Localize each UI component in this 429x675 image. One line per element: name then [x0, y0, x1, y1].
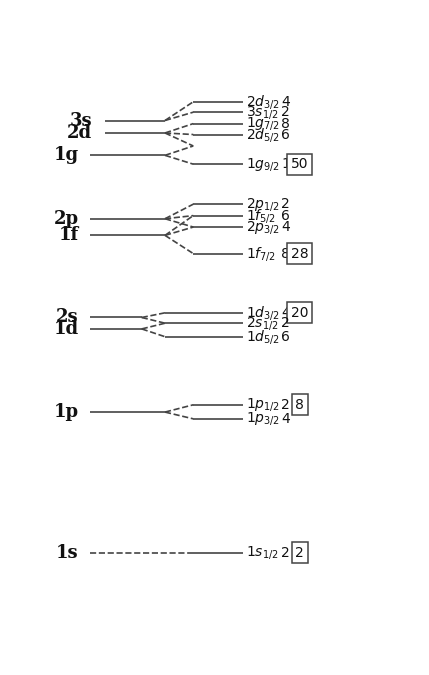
- Text: 1g: 1g: [54, 146, 79, 164]
- Text: 2d: 2d: [67, 124, 92, 142]
- Text: $1f_{7/2}$: $1f_{7/2}$: [246, 244, 277, 263]
- Text: 20: 20: [291, 306, 308, 320]
- Text: 50: 50: [291, 157, 308, 171]
- Text: 2: 2: [281, 105, 290, 119]
- Text: 6: 6: [281, 128, 290, 142]
- Text: $1g_{7/2}$: $1g_{7/2}$: [246, 115, 281, 132]
- Text: 2s: 2s: [56, 308, 79, 327]
- Text: 1s: 1s: [56, 544, 79, 562]
- Text: 2: 2: [281, 197, 290, 211]
- Text: 8: 8: [281, 117, 290, 131]
- Text: 4: 4: [281, 412, 290, 426]
- Text: $2d_{3/2}$: $2d_{3/2}$: [246, 92, 281, 111]
- Text: 8: 8: [281, 246, 290, 261]
- Text: 2p: 2p: [54, 210, 79, 227]
- Text: $1p_{1/2}$: $1p_{1/2}$: [246, 396, 281, 413]
- Text: $2p_{3/2}$: $2p_{3/2}$: [246, 219, 281, 236]
- Text: $1f_{5/2}$: $1f_{5/2}$: [246, 207, 277, 225]
- Text: 1p: 1p: [54, 403, 79, 421]
- Text: $2p_{1/2}$: $2p_{1/2}$: [246, 196, 281, 213]
- Text: $3s_{1/2}$: $3s_{1/2}$: [246, 104, 279, 121]
- Text: 2: 2: [281, 316, 290, 330]
- Text: 3s: 3s: [69, 111, 92, 130]
- Text: 2: 2: [281, 546, 290, 560]
- Text: $1d_{3/2}$: $1d_{3/2}$: [246, 304, 281, 322]
- Text: 6: 6: [281, 209, 290, 223]
- Text: 2: 2: [281, 398, 290, 412]
- Text: 8: 8: [295, 398, 304, 412]
- Text: $2s_{1/2}$: $2s_{1/2}$: [246, 315, 279, 331]
- Text: 4: 4: [281, 220, 290, 234]
- Text: 1d: 1d: [54, 320, 79, 338]
- Text: $1p_{3/2}$: $1p_{3/2}$: [246, 410, 281, 427]
- Text: 6: 6: [281, 329, 290, 344]
- Text: $1d_{5/2}$: $1d_{5/2}$: [246, 328, 281, 346]
- Text: 4: 4: [281, 95, 290, 109]
- Text: 4: 4: [281, 306, 290, 320]
- Text: 1f: 1f: [58, 226, 79, 244]
- Text: $1s_{1/2}$: $1s_{1/2}$: [246, 545, 279, 562]
- Text: 2: 2: [295, 546, 304, 560]
- Text: $1g_{9/2}$: $1g_{9/2}$: [246, 156, 281, 173]
- Text: 10: 10: [281, 157, 299, 171]
- Text: $2d_{5/2}$: $2d_{5/2}$: [246, 126, 281, 144]
- Text: 28: 28: [291, 246, 308, 261]
